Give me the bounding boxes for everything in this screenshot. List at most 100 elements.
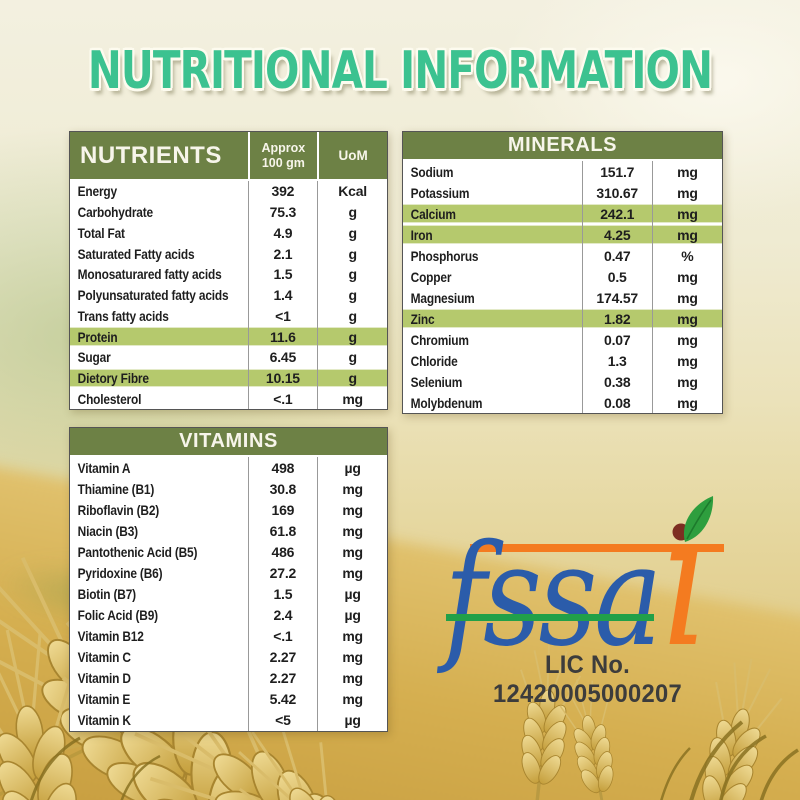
cell-uom: g bbox=[317, 263, 387, 285]
table-row: Protein 11.6 g bbox=[70, 326, 387, 347]
cell-value: 1.4 bbox=[247, 284, 318, 306]
table-row: Chloride 1.3 mg bbox=[403, 350, 722, 371]
cell-uom: mg bbox=[317, 667, 387, 689]
vitamins-table: VITAMINS Vitamin A 498 µg Thiamine (B1) 30.8… bbox=[69, 427, 388, 732]
cell-uom: mg bbox=[651, 224, 722, 245]
cell-value: <1 bbox=[247, 305, 318, 327]
table-row: Cholesterol <.1 mg bbox=[70, 388, 387, 410]
cell-name: Riboflavin (B2) bbox=[77, 501, 160, 518]
cell-name: Vitamin A bbox=[77, 459, 131, 476]
cell-name: Chromium bbox=[410, 331, 469, 348]
cell-name: Niacin (B3) bbox=[77, 522, 138, 539]
cell-value: 61.8 bbox=[247, 520, 318, 542]
cell-uom: g bbox=[317, 367, 387, 389]
fssai-text-blue: fssa bbox=[444, 515, 662, 678]
table-row: Sodium 151.7 mg bbox=[403, 161, 722, 182]
cell-name: Total Fat bbox=[77, 224, 125, 241]
cell-value: <.1 bbox=[247, 625, 318, 647]
cell-uom: g bbox=[317, 346, 387, 368]
cell-uom: mg bbox=[651, 308, 722, 329]
cell-value: 392 bbox=[247, 181, 318, 202]
cell-name: Sodium bbox=[410, 163, 454, 180]
cell-name: Calcium bbox=[410, 205, 456, 222]
cell-name: Polyunsaturated fatty acids bbox=[77, 287, 229, 304]
cell-value: 4.25 bbox=[581, 224, 652, 245]
cell-uom: mg bbox=[317, 478, 387, 500]
cell-name: Molybdenum bbox=[410, 394, 483, 411]
table-row: Potassium 310.67 mg bbox=[403, 182, 722, 203]
vitamins-table-header: VITAMINS bbox=[70, 428, 387, 457]
table-row: Pantothenic Acid (B5) 486 mg bbox=[70, 541, 387, 563]
cell-value: 4.9 bbox=[247, 222, 318, 244]
cell-value: 2.27 bbox=[247, 667, 318, 689]
cell-uom: µg bbox=[317, 604, 387, 626]
cell-uom: g bbox=[317, 201, 387, 223]
cell-uom: mg bbox=[317, 541, 387, 563]
cell-uom: g bbox=[317, 243, 387, 264]
table-row: Polyunsaturated fatty acids 1.4 g bbox=[70, 284, 387, 306]
cell-name: Pantothenic Acid (B5) bbox=[77, 543, 198, 560]
cell-name: Vitamin E bbox=[77, 691, 131, 708]
cell-name: Folic Acid (B9) bbox=[77, 607, 158, 624]
cell-value: 1.5 bbox=[247, 583, 318, 605]
cell-name: Pyridoxine (B6) bbox=[77, 564, 163, 581]
cell-value: 5.42 bbox=[247, 688, 318, 710]
cell-value: 174.57 bbox=[581, 287, 652, 308]
cell-value: <.1 bbox=[247, 388, 318, 410]
cell-uom: g bbox=[317, 326, 387, 347]
cell-name: Vitamin K bbox=[77, 712, 131, 729]
table-row: Total Fat 4.9 g bbox=[70, 222, 387, 244]
table-row: Molybdenum 0.08 mg bbox=[403, 392, 722, 413]
cell-uom: mg bbox=[317, 562, 387, 584]
table-row: Chromium 0.07 mg bbox=[403, 329, 722, 350]
cell-value: 151.7 bbox=[581, 161, 652, 182]
table-row: Riboflavin (B2) 169 mg bbox=[70, 499, 387, 521]
table-row: Copper 0.5 mg bbox=[403, 266, 722, 287]
table-row: Vitamin K <5 µg bbox=[70, 709, 387, 732]
cell-value: 486 bbox=[247, 541, 318, 563]
fssai-wordmark: fssaı bbox=[444, 493, 706, 673]
cell-uom: g bbox=[317, 305, 387, 327]
table-row: Zinc 1.82 mg bbox=[403, 308, 722, 329]
table-row: Magnesium 174.57 mg bbox=[403, 287, 722, 308]
cell-value: 0.07 bbox=[581, 329, 652, 350]
cell-uom: mg bbox=[317, 688, 387, 710]
minerals-table-header: MINERALS bbox=[403, 132, 722, 161]
nutrients-table-header: NUTRIENTS Approx 100 gm UoM bbox=[70, 132, 387, 181]
fssai-license-number: LIC No. 12420005000207 bbox=[493, 651, 682, 708]
cell-name: Protein bbox=[77, 328, 118, 345]
table-row: Vitamin C 2.27 mg bbox=[70, 646, 387, 668]
cell-name: Zinc bbox=[410, 310, 435, 327]
cell-name: Magnesium bbox=[410, 289, 475, 306]
cell-value: 0.08 bbox=[581, 392, 652, 413]
cell-value: 1.82 bbox=[581, 308, 652, 329]
table-row: Vitamin A 498 µg bbox=[70, 457, 387, 479]
fssai-green-underline bbox=[446, 614, 654, 621]
table-row: Calcium 242.1 mg bbox=[403, 203, 722, 224]
table-row: Vitamin B12 <.1 mg bbox=[70, 625, 387, 647]
cell-value: 27.2 bbox=[247, 562, 318, 584]
cell-value: <5 bbox=[247, 709, 318, 732]
cell-value: 2.4 bbox=[247, 604, 318, 626]
cell-value: 6.45 bbox=[247, 346, 318, 368]
cell-name: Chloride bbox=[410, 352, 458, 369]
cell-value: 2.1 bbox=[247, 243, 318, 264]
cell-value: 498 bbox=[247, 457, 318, 479]
leaf-icon bbox=[672, 496, 714, 542]
cell-name: Copper bbox=[410, 268, 452, 285]
cell-uom: mg bbox=[651, 371, 722, 392]
nutrients-table: NUTRIENTS Approx 100 gm UoM Energy 392 Kca… bbox=[69, 131, 388, 410]
cell-uom: mg bbox=[651, 203, 722, 224]
cell-name: Selenium bbox=[410, 373, 463, 390]
cell-name: Phosphorus bbox=[410, 247, 479, 264]
cell-uom: Kcal bbox=[317, 181, 387, 202]
cell-name: Iron bbox=[410, 226, 433, 243]
cell-uom: mg bbox=[317, 388, 387, 410]
table-row: Folic Acid (B9) 2.4 µg bbox=[70, 604, 387, 626]
table-row: Trans fatty acids <1 g bbox=[70, 305, 387, 327]
cell-name: Trans fatty acids bbox=[77, 307, 169, 324]
cell-value: 169 bbox=[247, 499, 318, 521]
cell-name: Cholesterol bbox=[77, 390, 142, 407]
table-row: Vitamin D 2.27 mg bbox=[70, 667, 387, 689]
